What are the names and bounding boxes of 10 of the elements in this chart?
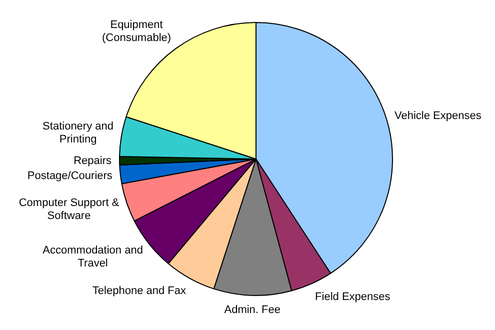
slice-label: Postage/Couriers <box>27 170 113 182</box>
slice-label: Field Expenses <box>315 290 391 303</box>
slice-label: Admin. Fee <box>224 304 280 316</box>
slice-label: Vehicle Expenses <box>394 110 482 122</box>
slice-label: Repairs <box>74 154 112 167</box>
slice-label: Telephone and Fax <box>92 285 186 298</box>
slice-label: Computer Support & Software <box>18 197 120 222</box>
slice-label: Accommodation and Travel <box>42 244 143 270</box>
slice-label: Equipment (Consumable) <box>102 19 172 44</box>
slice-label: Stationery and Printing <box>42 120 114 146</box>
